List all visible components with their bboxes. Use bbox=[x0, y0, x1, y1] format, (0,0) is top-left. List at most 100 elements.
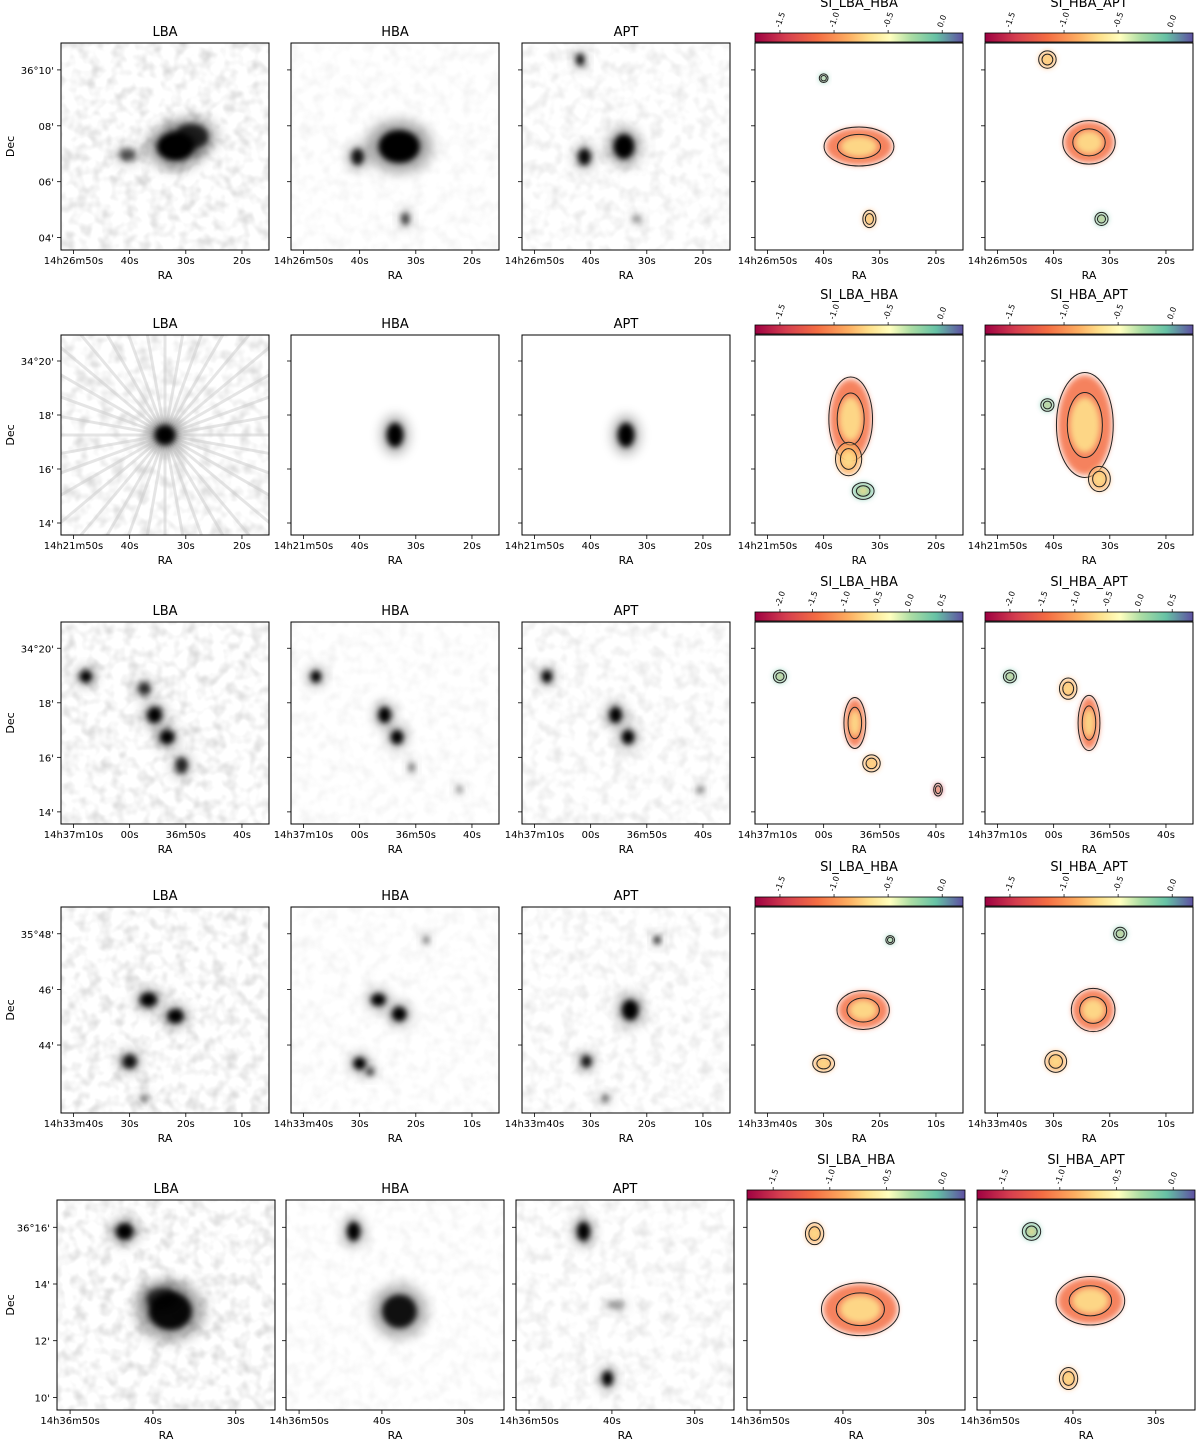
panel-frame bbox=[521, 42, 731, 251]
ra-tick-label: 14h36m50s bbox=[960, 1416, 1019, 1427]
panel-lba: LBA 14h36m50s 40s 30s RA 36°16' 14' 12' 10' Dec bbox=[4, 1182, 276, 1442]
radio-source bbox=[577, 1222, 591, 1241]
radio-source bbox=[381, 1294, 417, 1329]
ra-tick-label: 40s bbox=[927, 830, 945, 841]
panel-si2: SI_HBA_APT -2.0 -1.5 -1.0 -0.5 0.0 0.5 14h37m10… bbox=[968, 575, 1194, 856]
panel-frame bbox=[754, 621, 964, 825]
panel-si2: SI_HBA_APT -1.5 -1.0 -0.5 0.0 14h36m50s 40s 30s… bbox=[960, 1153, 1196, 1442]
ra-tick-label: 14h26m50s bbox=[505, 256, 564, 267]
figure-row-2: LBA 14h21m50s 40s 30s 20s RA 34°20' 18' 16' 14' De… bbox=[4, 288, 1194, 567]
ra-axis-label: RA bbox=[852, 843, 867, 856]
ra-tick-label: 10s bbox=[694, 1119, 712, 1130]
radio-source bbox=[541, 670, 553, 683]
colorbar-tick-label: -1.5 bbox=[806, 590, 820, 608]
radio-source bbox=[578, 148, 591, 166]
dec-tick-label: 14' bbox=[39, 519, 54, 530]
ra-axis-label: RA bbox=[388, 1132, 403, 1145]
ra-tick-label: 20s bbox=[1157, 541, 1175, 552]
radio-source bbox=[391, 1006, 407, 1022]
colorbar-tick-label: 0.0 bbox=[936, 306, 949, 321]
colorbar-tick-label: -1.5 bbox=[773, 875, 787, 893]
dec-axis-label: Dec bbox=[4, 712, 17, 733]
colorbar-tick-label: -0.5 bbox=[1101, 590, 1115, 608]
ra-tick-label: 40s bbox=[121, 256, 139, 267]
colorbar bbox=[984, 32, 1194, 43]
panel-si1: SI_LBA_HBA -1.5 -1.0 -0.5 0.0 14h26m50s 40s 30s… bbox=[738, 0, 964, 282]
ra-tick-label: 36m50s bbox=[860, 830, 900, 841]
ra-tick-label: 00s bbox=[351, 830, 369, 841]
dec-axis-label: Dec bbox=[4, 1294, 17, 1315]
radio-source bbox=[609, 706, 622, 723]
dec-tick-label: 06' bbox=[39, 178, 54, 189]
ra-tick-label: 20s bbox=[694, 256, 712, 267]
ra-tick-label: 20s bbox=[927, 256, 945, 267]
colorbar-tick-label: -1.0 bbox=[1057, 875, 1071, 893]
radio-source bbox=[79, 670, 93, 683]
colorbar-tick-label: 0.0 bbox=[936, 14, 949, 29]
panel-image bbox=[522, 907, 730, 1113]
ra-tick-label: 14h26m50s bbox=[274, 256, 333, 267]
dec-tick-label: 35°48' bbox=[21, 930, 54, 941]
ra-tick-label: 14h21m50s bbox=[505, 541, 564, 552]
colorbar bbox=[754, 611, 964, 622]
radio-source bbox=[310, 670, 322, 683]
panel-title: LBA bbox=[152, 889, 177, 904]
panel-si1: SI_LBA_HBA -1.5 -1.0 -0.5 0.0 14h21m50s 40s 30s… bbox=[738, 288, 964, 567]
radio-source bbox=[175, 123, 209, 149]
panel-image bbox=[985, 907, 1193, 1113]
panel-title: SI_LBA_HBA bbox=[820, 0, 898, 11]
colorbar bbox=[976, 1189, 1196, 1200]
dec-tick-label: 44' bbox=[39, 1041, 54, 1052]
panel-hba: HBA 14h36m50s 40s 30s RA bbox=[269, 1182, 505, 1442]
ra-tick-label: 10s bbox=[233, 1119, 251, 1130]
ra-tick-label: 14h33m40s bbox=[505, 1119, 564, 1130]
panel-image bbox=[522, 335, 730, 535]
ra-axis-label: RA bbox=[619, 269, 634, 282]
panel-title: HBA bbox=[381, 25, 409, 40]
ra-tick-label: 30s bbox=[638, 541, 656, 552]
ra-tick-label: 14h26m50s bbox=[44, 256, 103, 267]
ra-tick-label: 00s bbox=[582, 830, 600, 841]
radio-source bbox=[581, 1055, 592, 1068]
ra-tick-label: 20s bbox=[463, 256, 481, 267]
ra-tick-label: 40s bbox=[121, 541, 139, 552]
ra-tick-label: 14h37m10s bbox=[44, 830, 103, 841]
panel-image bbox=[286, 1200, 504, 1410]
panel-frame bbox=[515, 1199, 735, 1411]
ra-axis-label: RA bbox=[1082, 554, 1097, 567]
dec-tick-label: 12' bbox=[35, 1337, 50, 1348]
ra-tick-label: 30s bbox=[638, 256, 656, 267]
ra-axis-label: RA bbox=[619, 554, 634, 567]
dec-tick-label: 36°16' bbox=[17, 1223, 50, 1234]
ra-tick-label: 30s bbox=[456, 1416, 474, 1427]
panel-title: SI_LBA_HBA bbox=[820, 860, 898, 875]
colorbar-tick-label: 0.0 bbox=[1166, 14, 1179, 29]
panel-title: HBA bbox=[381, 1182, 409, 1197]
panel-title: SI_HBA_APT bbox=[1050, 575, 1127, 590]
radio-source bbox=[378, 129, 420, 164]
panel-si2: SI_HBA_APT -1.5 -1.0 -0.5 0.0 14h26m50s 40s 30s… bbox=[968, 0, 1194, 282]
ra-tick-label: 20s bbox=[177, 1119, 195, 1130]
ra-tick-label: 20s bbox=[233, 541, 251, 552]
ra-tick-label: 14h33m40s bbox=[738, 1119, 797, 1130]
ra-tick-label: 20s bbox=[1101, 1119, 1119, 1130]
ra-tick-label: 30s bbox=[1101, 541, 1119, 552]
colorbar bbox=[754, 324, 964, 335]
ra-tick-label: 30s bbox=[1147, 1416, 1165, 1427]
ra-tick-label: 40s bbox=[1157, 830, 1175, 841]
colorbar-tick-label: -1.0 bbox=[1053, 1168, 1067, 1186]
radio-source bbox=[697, 785, 704, 794]
ra-axis-label: RA bbox=[852, 554, 867, 567]
radio-source bbox=[159, 730, 175, 745]
ra-tick-label: 40s bbox=[233, 830, 251, 841]
panel-frame bbox=[521, 334, 731, 536]
radio-source bbox=[175, 757, 188, 774]
panel-title: LBA bbox=[152, 317, 177, 332]
panel-hba: HBA 14h21m50s 40s 30s 20s RA bbox=[274, 317, 500, 567]
ra-tick-label: 30s bbox=[1045, 1119, 1063, 1130]
panel-image bbox=[57, 1200, 275, 1410]
ra-tick-label: 40s bbox=[1064, 1416, 1082, 1427]
panel-lba: LBA 14h37m10s 00s 36m50s 40s RA 34°20' 18' 16' 14… bbox=[4, 604, 270, 856]
ra-tick-label: 14h36m50s bbox=[499, 1416, 558, 1427]
